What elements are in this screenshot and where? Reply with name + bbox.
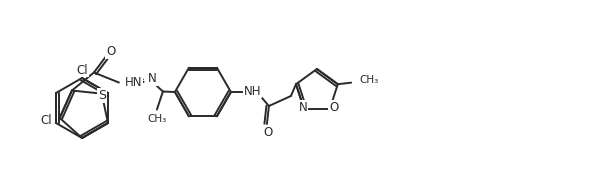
Text: N: N xyxy=(148,72,156,85)
Text: CH₃: CH₃ xyxy=(359,75,378,85)
Text: Cl: Cl xyxy=(40,114,52,127)
Text: HN: HN xyxy=(125,76,142,89)
Text: CH₃: CH₃ xyxy=(147,113,166,123)
Text: O: O xyxy=(107,45,116,58)
Text: NH: NH xyxy=(244,84,261,97)
Text: S: S xyxy=(98,89,106,102)
Text: O: O xyxy=(329,101,338,114)
Text: Cl: Cl xyxy=(76,64,88,76)
Text: N: N xyxy=(299,101,307,114)
Text: O: O xyxy=(263,125,272,139)
